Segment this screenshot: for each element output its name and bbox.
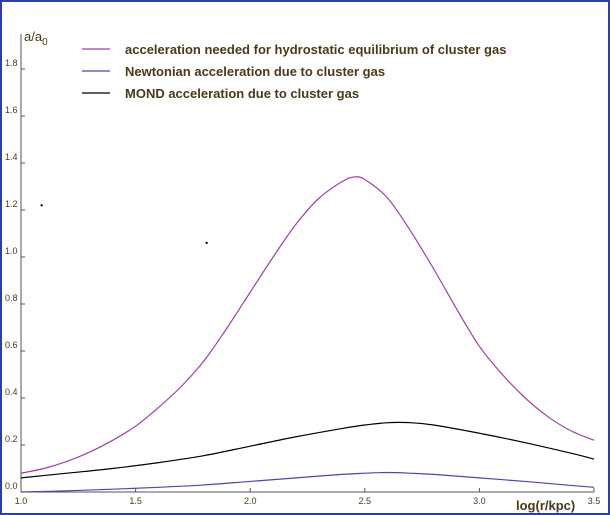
series-newtonian-line [20, 471, 595, 493]
y-tick-label: 1.0 [5, 246, 18, 256]
legend-label: MOND acceleration due to cluster gas [125, 86, 359, 101]
y-axis-label-sub: 0 [42, 37, 48, 48]
y-ticks: 0.0 0.2 0.4 0.6 0.8 1.0 1.2 1.4 1.6 1.8 [5, 58, 25, 493]
stray-dot [205, 241, 208, 244]
x-axis-label: log(r/kpc) [516, 498, 575, 513]
series-mond-line [20, 421, 595, 479]
legend-item-hydrostatic: acceleration needed for hydrostatic equi… [82, 42, 506, 57]
axes [20, 34, 594, 493]
x-ticks: 1.0 1.5 2.0 2.5 3.0 3.5 [15, 488, 601, 506]
series-hydrostatic-line [20, 176, 595, 474]
x-tick-label: 1.0 [15, 496, 28, 506]
x-tick-label: 2.5 [359, 496, 372, 506]
y-tick-label: 1.8 [5, 58, 18, 68]
y-tick-label: 1.4 [5, 152, 18, 162]
legend: acceleration needed for hydrostatic equi… [82, 42, 506, 101]
y-tick-label: 0.2 [5, 434, 18, 444]
y-tick-label: 1.2 [5, 199, 18, 209]
legend-item-mond: MOND acceleration due to cluster gas [82, 86, 359, 101]
series-layer [20, 176, 595, 493]
legend-item-newtonian: Newtonian acceleration due to cluster ga… [82, 64, 385, 79]
y-tick-label: 1.6 [5, 105, 18, 115]
y-axis-label: a/a0 [24, 29, 48, 48]
y-tick-label: 0.6 [5, 340, 18, 350]
stray-dot [40, 204, 43, 207]
x-tick-label: 1.5 [129, 496, 142, 506]
legend-label: acceleration needed for hydrostatic equi… [125, 42, 506, 57]
x-tick-label: 2.0 [244, 496, 257, 506]
stray-marks [40, 204, 208, 244]
y-tick-label: 0.4 [5, 387, 18, 397]
x-tick-label: 3.5 [588, 496, 601, 506]
x-tick-label: 3.0 [473, 496, 486, 506]
y-tick-label: 0.8 [5, 293, 18, 303]
y-axis-label-main: a/a [24, 29, 43, 44]
legend-label: Newtonian acceleration due to cluster ga… [125, 64, 385, 79]
y-tick-label: 0.0 [5, 481, 18, 491]
